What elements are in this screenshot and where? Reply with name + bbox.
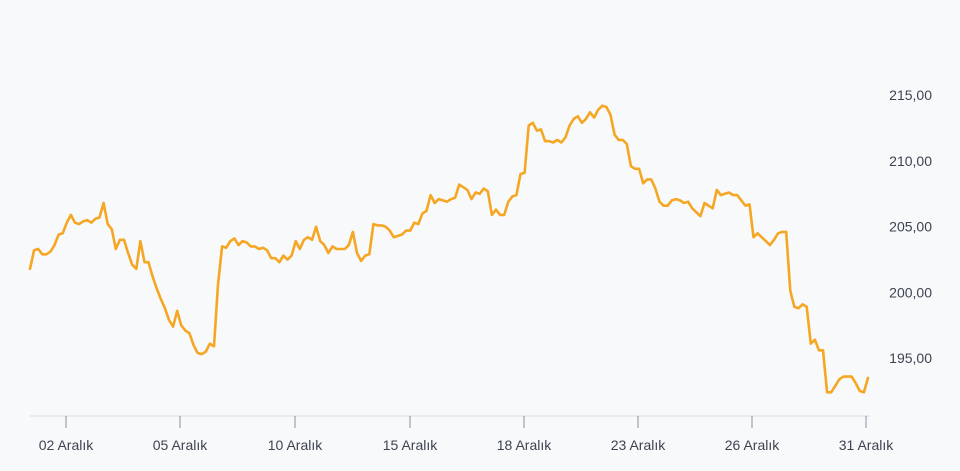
x-tick-label: 31 Aralık (839, 437, 894, 453)
x-tick-label: 05 Aralık (153, 437, 208, 453)
x-tick-label: 18 Aralık (497, 437, 552, 453)
y-tick-label: 195,00 (889, 350, 932, 366)
x-tick-label: 23 Aralık (611, 437, 666, 453)
x-tick-label: 26 Aralık (725, 437, 780, 453)
x-axis-labels: 02 Aralık 05 Aralık 10 Aralık 15 Aralık … (39, 437, 894, 453)
x-tick-label: 15 Aralık (383, 437, 438, 453)
y-tick-label: 210,00 (889, 153, 932, 169)
y-tick-label: 215,00 (889, 87, 932, 103)
x-axis-ticks (65, 416, 867, 428)
series-layer (28, 104, 870, 394)
y-tick-label: 200,00 (889, 284, 932, 300)
series-line (28, 104, 870, 394)
x-tick-label: 02 Aralık (39, 437, 94, 453)
x-tick-label: 10 Aralık (268, 437, 323, 453)
y-axis-labels: 195,00 200,00 205,00 210,00 215,00 (889, 87, 932, 366)
y-tick-label: 205,00 (889, 219, 932, 235)
